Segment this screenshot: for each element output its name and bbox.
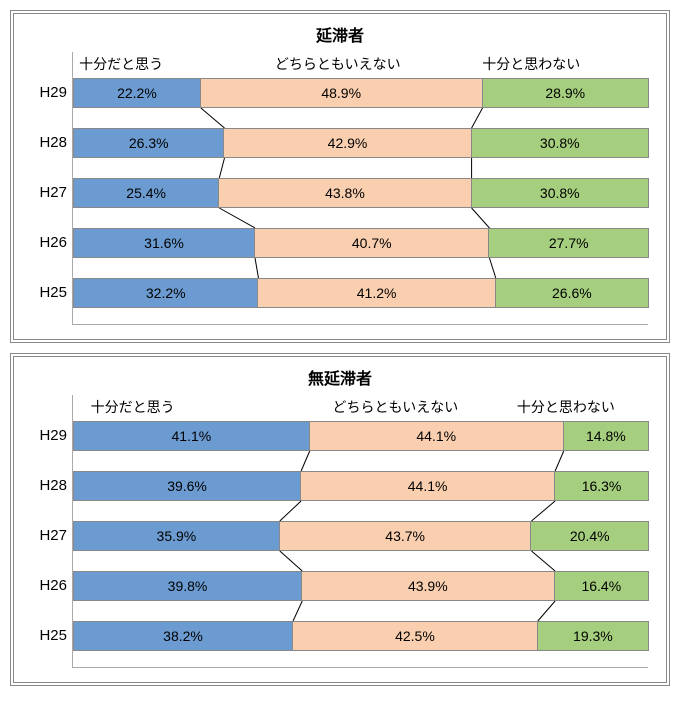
bar: 41.1%44.1%14.8% [73,421,649,451]
chart: 十分だと思うどちらともいえない十分と思わないH2941.1%44.1%14.8%… [28,395,652,668]
segment-1: 43.7% [280,521,532,551]
segment-0: 41.1% [73,421,310,451]
row-H27: H2725.4%43.8%30.8% [73,174,649,224]
row-H25: H2532.2%41.2%26.6% [73,274,649,324]
y-label: H25 [29,627,67,644]
y-label: H27 [29,184,67,201]
row-H29: H2941.1%44.1%14.8% [73,417,649,467]
segment-1: 40.7% [255,228,489,258]
bar: 25.4%43.8%30.8% [73,178,649,208]
legend-label-0: 十分だと思う [91,397,175,417]
row-H28: H2826.3%42.9%30.8% [73,124,649,174]
row-H27: H2735.9%43.7%20.4% [73,517,649,567]
panel-title: 無延滞者 [28,365,652,389]
bar: 35.9%43.7%20.4% [73,521,649,551]
segment-2: 16.4% [555,571,649,601]
row-H28: H2839.6%44.1%16.3% [73,467,649,517]
x-axis [72,324,648,325]
chart-body: 十分だと思う どちらともいえない 十分と思わないH2941.1%44.1%14.8%… [72,395,649,667]
row-H26: H2639.8%43.9%16.4% [73,567,649,617]
segment-2: 19.3% [538,621,649,651]
panel-0: 延滞者十分だと思うどちらともいえない十分と思わないH2922.2%48.9%28… [10,10,670,343]
chart: 十分だと思うどちらともいえない十分と思わないH2922.2%48.9%28.9%… [28,52,652,325]
row-H29: H2922.2%48.9%28.9% [73,74,649,124]
segment-2: 30.8% [472,178,649,208]
segment-0: 22.2% [73,78,201,108]
segment-0: 35.9% [73,521,280,551]
segment-1: 43.9% [302,571,555,601]
y-label: H25 [29,284,67,301]
bar: 26.3%42.9%30.8% [73,128,649,158]
bar: 22.2%48.9%28.9% [73,78,649,108]
legend-row: 十分だと思う どちらともいえない 十分と思わない [73,395,649,417]
segment-0: 31.6% [73,228,255,258]
y-label: H28 [29,134,67,151]
root: 延滞者十分だと思うどちらともいえない十分と思わないH2922.2%48.9%28… [10,10,670,686]
panel-1: 無延滞者十分だと思うどちらともいえない十分と思わないH2941.1%44.1%1… [10,353,670,686]
y-label: H28 [29,477,67,494]
row-H25: H2538.2%42.5%19.3% [73,617,649,667]
y-label: H26 [29,577,67,594]
y-label: H29 [29,427,67,444]
y-label: H27 [29,527,67,544]
legend-label-2: 十分と思わない [517,397,615,417]
chart-body: 十分だと思う どちらともいえない 十分と思わないH2922.2%48.9%28.9%… [72,52,649,324]
segment-0: 25.4% [73,178,219,208]
y-label: H29 [29,84,67,101]
panel-title: 延滞者 [28,22,652,46]
segment-1: 41.2% [258,278,495,308]
bar: 31.6%40.7%27.7% [73,228,649,258]
y-label: H26 [29,234,67,251]
legend-label-2: 十分と思わない [482,54,580,74]
x-axis [72,667,648,668]
bar: 39.8%43.9%16.4% [73,571,649,601]
bar: 38.2%42.5%19.3% [73,621,649,651]
legend-label-0: 十分だと思う [79,54,163,74]
segment-2: 30.8% [472,128,649,158]
segment-2: 26.6% [496,278,649,308]
segment-0: 39.6% [73,471,301,501]
segment-1: 42.9% [224,128,471,158]
segment-0: 32.2% [73,278,258,308]
segment-1: 48.9% [201,78,483,108]
segment-0: 38.2% [73,621,293,651]
legend-label-1: どちらともいえない [275,54,401,74]
bar: 39.6%44.1%16.3% [73,471,649,501]
segment-2: 20.4% [531,521,649,551]
segment-2: 16.3% [555,471,649,501]
segment-1: 42.5% [293,621,538,651]
segment-1: 44.1% [301,471,555,501]
row-H26: H2631.6%40.7%27.7% [73,224,649,274]
segment-1: 43.8% [219,178,471,208]
segment-2: 14.8% [564,421,649,451]
segment-0: 39.8% [73,571,302,601]
segment-1: 44.1% [310,421,564,451]
segment-2: 27.7% [489,228,649,258]
segment-0: 26.3% [73,128,224,158]
bar: 32.2%41.2%26.6% [73,278,649,308]
legend-row: 十分だと思う どちらともいえない 十分と思わない [73,52,649,74]
legend-label-1: どちらともいえない [333,397,459,417]
segment-2: 28.9% [483,78,649,108]
